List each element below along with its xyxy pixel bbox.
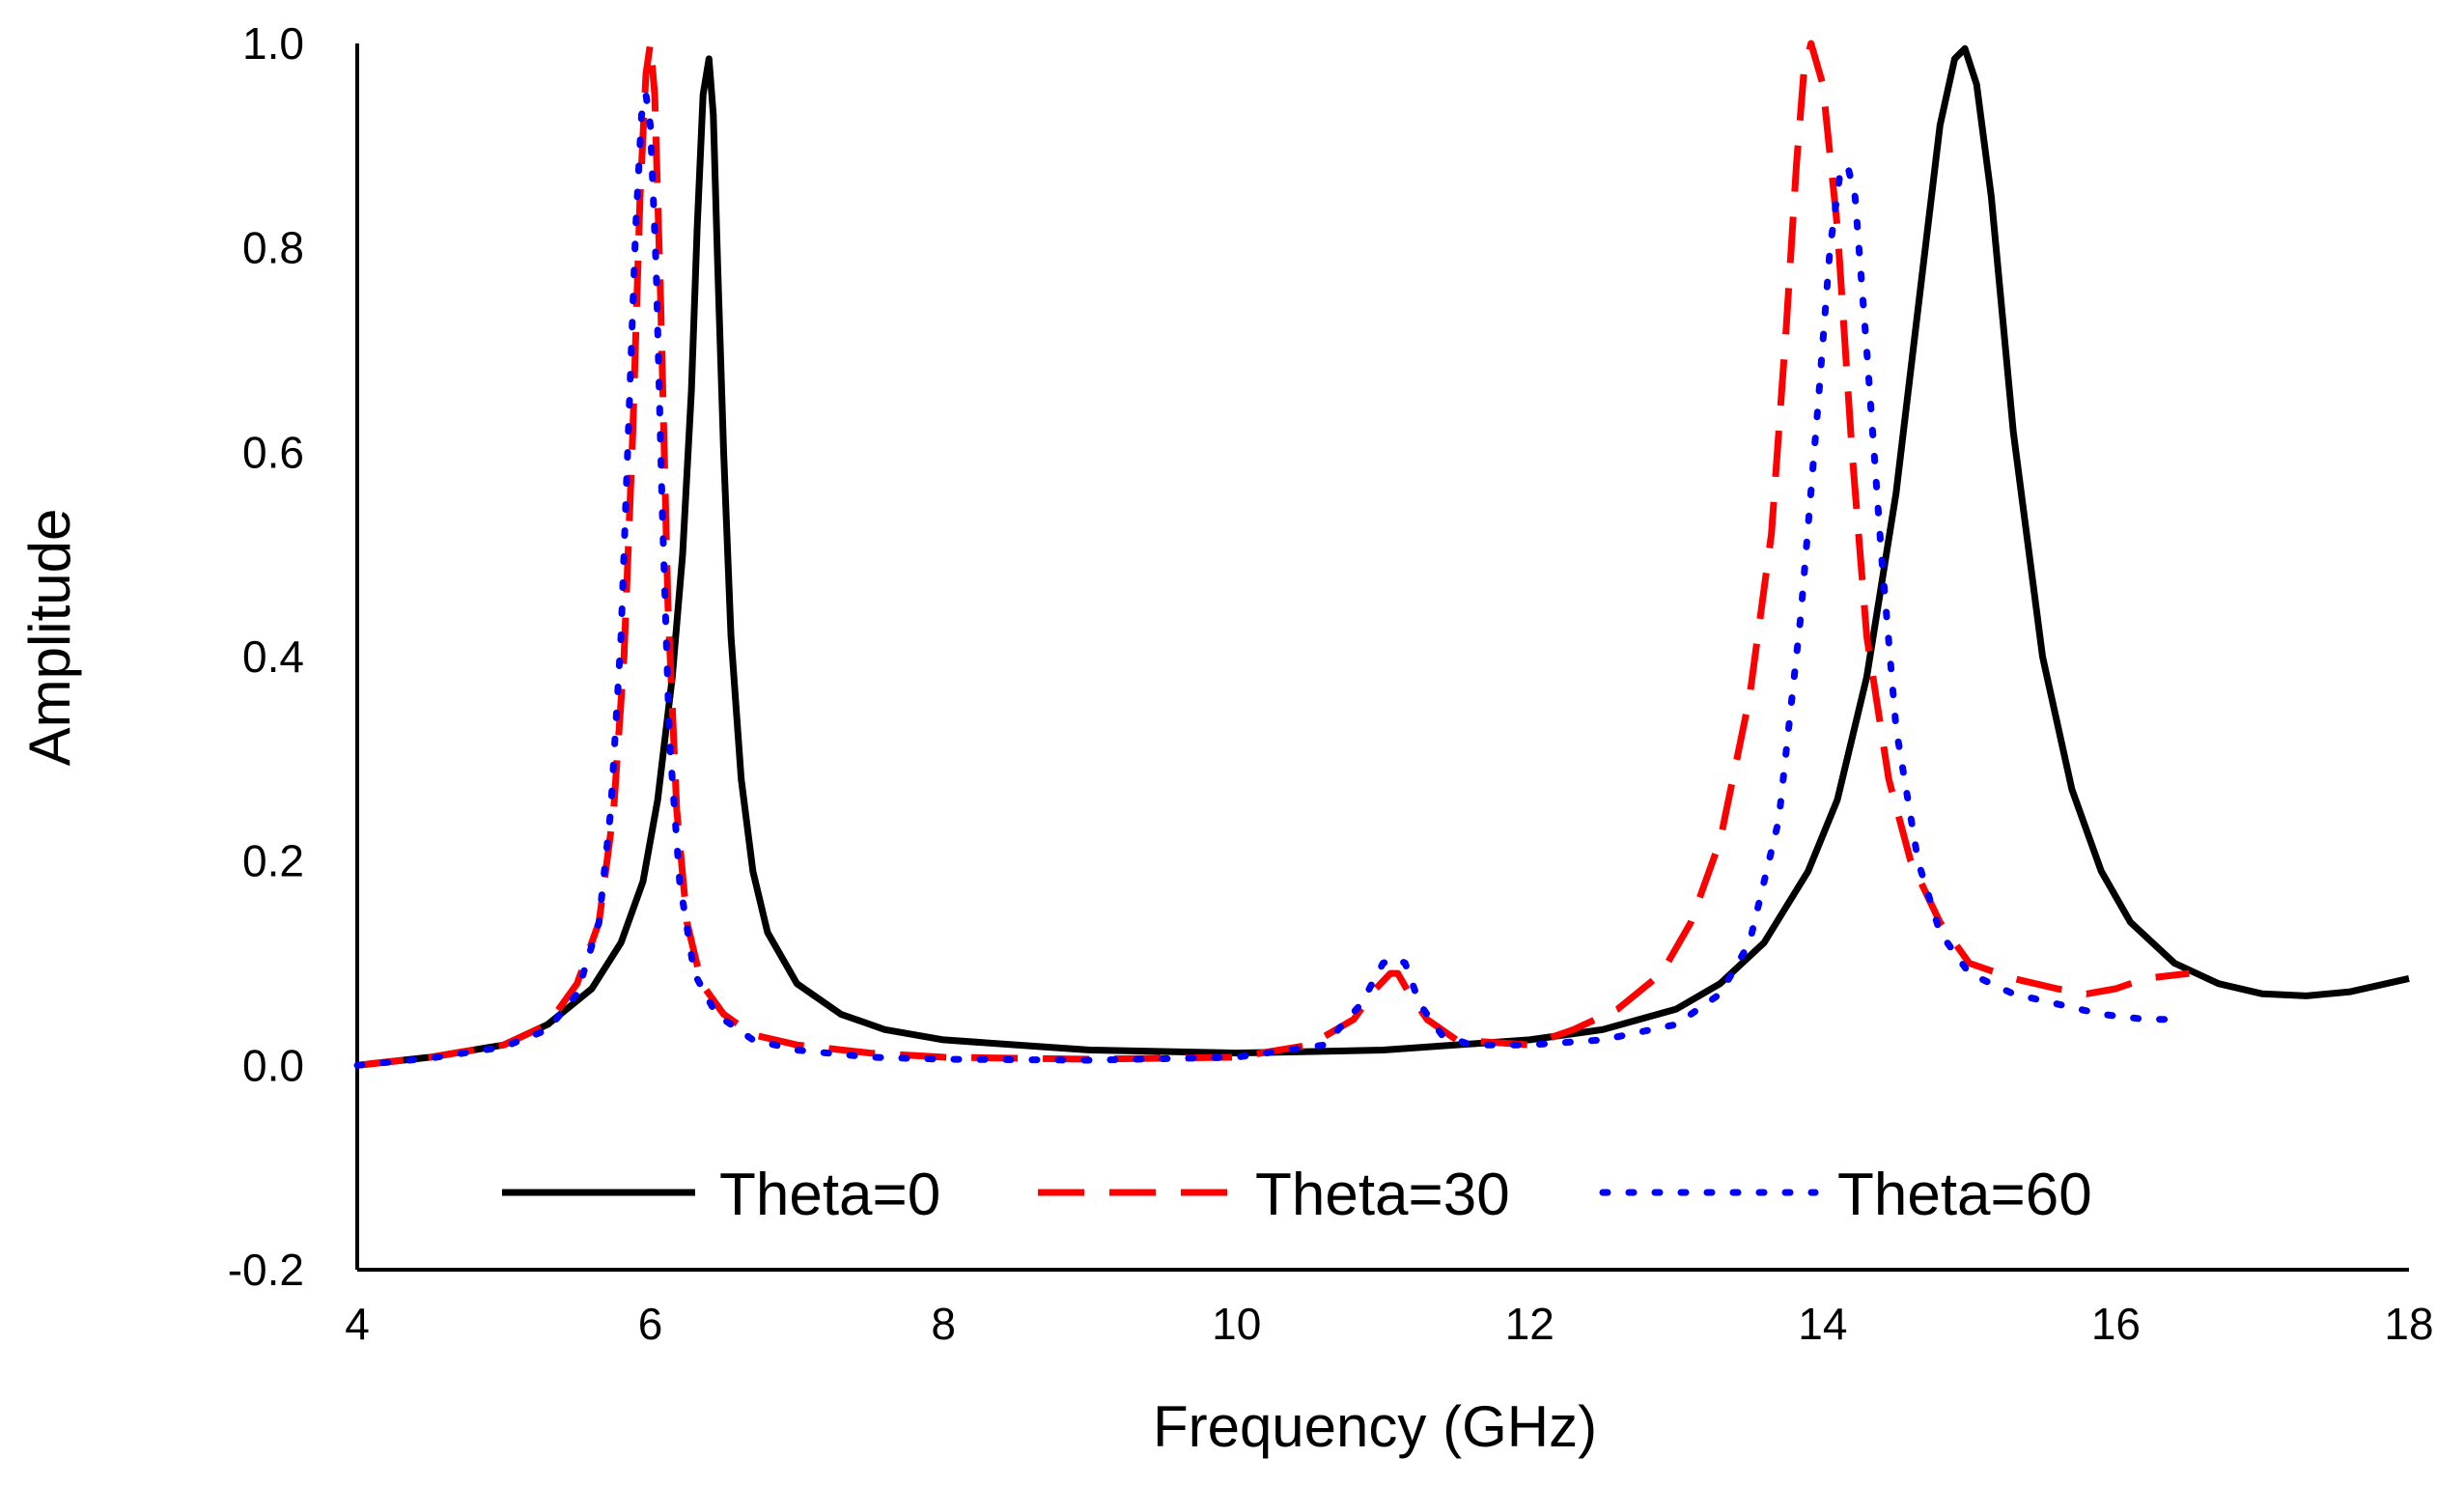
x-tick-label: 10 bbox=[1212, 1299, 1261, 1349]
y-tick-label: 0.8 bbox=[242, 223, 304, 273]
x-tick-label: 14 bbox=[1798, 1299, 1847, 1349]
tick-labels: 4 6 8 10 12 14 16 18 -0.2 0.0 0.2 0.4 0.6 0.8 1.0 bbox=[228, 18, 2434, 1349]
y-tick-label: -0.2 bbox=[228, 1245, 304, 1295]
legend: Theta=0 Theta=30 Theta=60 bbox=[502, 1162, 2092, 1228]
series-line-theta-30 bbox=[356, 40, 2190, 1069]
y-tick-label: 1.0 bbox=[242, 18, 304, 69]
y-tick-label: 0.6 bbox=[242, 427, 304, 477]
x-tick-label: 6 bbox=[638, 1299, 663, 1349]
y-tick-label: 0.2 bbox=[242, 836, 304, 886]
legend-label-theta-60: Theta=60 bbox=[1837, 1162, 2092, 1228]
legend-label-theta-0: Theta=0 bbox=[719, 1162, 940, 1228]
y-tick-label: 0.4 bbox=[242, 631, 304, 682]
x-tick-label: 18 bbox=[2384, 1299, 2433, 1349]
series-line-theta-0 bbox=[356, 44, 2410, 1069]
legend-label-theta-30: Theta=30 bbox=[1255, 1162, 1510, 1228]
x-tick-label: 12 bbox=[1505, 1299, 1554, 1349]
series-layer bbox=[353, 40, 2410, 1069]
y-axis-title: Amplitude bbox=[17, 509, 82, 767]
x-tick-label: 8 bbox=[931, 1299, 956, 1349]
axes bbox=[355, 43, 2409, 1272]
x-tick-label: 4 bbox=[345, 1299, 370, 1349]
x-axis-title: Frequency (GHz) bbox=[1153, 1394, 1597, 1459]
x-tick-label: 16 bbox=[2091, 1299, 2141, 1349]
y-tick-label: 0.0 bbox=[242, 1040, 304, 1090]
